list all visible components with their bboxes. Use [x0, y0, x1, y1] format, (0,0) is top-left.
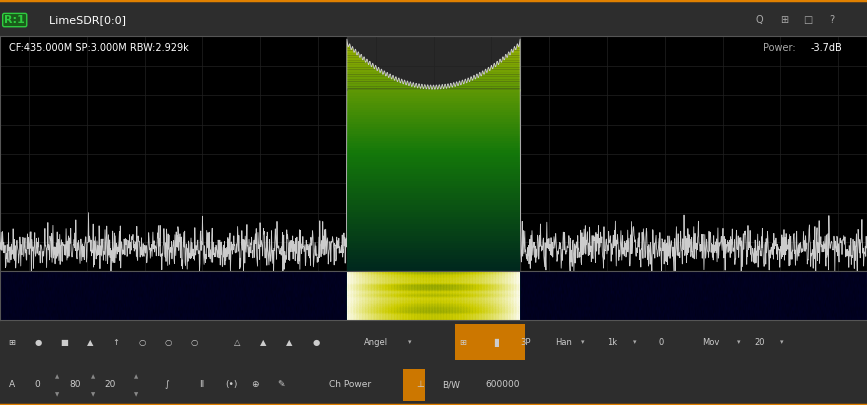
Text: ⊥: ⊥ [416, 380, 424, 389]
Text: ?: ? [830, 15, 835, 25]
Text: ▾: ▾ [737, 339, 740, 345]
Text: 3P: 3P [520, 338, 531, 347]
Text: 80: 80 [69, 380, 81, 389]
Text: ▲: ▲ [260, 338, 266, 347]
Text: 20: 20 [104, 380, 115, 389]
Text: ▲: ▲ [286, 338, 292, 347]
Bar [403, 369, 425, 401]
Text: ▾: ▾ [780, 339, 784, 345]
Text: B/W: B/W [442, 380, 460, 389]
Text: ▲: ▲ [87, 338, 93, 347]
Text: 600000: 600000 [486, 380, 520, 389]
Bar [347, 36, 520, 271]
Text: □: □ [804, 15, 812, 25]
Text: R:1: R:1 [4, 15, 25, 25]
Text: ▾: ▾ [407, 339, 411, 345]
Text: (•): (•) [225, 380, 238, 389]
Text: ⊞: ⊞ [9, 338, 16, 347]
Text: ●: ● [35, 338, 42, 347]
Text: △: △ [234, 338, 240, 347]
Text: ▼: ▼ [91, 392, 95, 397]
Text: Q: Q [756, 15, 763, 25]
Text: A: A [9, 380, 15, 389]
Text: 1k: 1k [607, 338, 617, 347]
Text: ▼: ▼ [55, 392, 59, 397]
Text: ▼: ▼ [134, 392, 139, 397]
Text: -3.7dB: -3.7dB [811, 43, 843, 53]
Text: Mov: Mov [702, 338, 720, 347]
Text: Power:: Power: [763, 43, 796, 53]
Text: Han: Han [555, 338, 571, 347]
Text: ○: ○ [139, 338, 146, 347]
Text: II: II [199, 380, 205, 389]
Bar [455, 324, 490, 360]
Text: ∫: ∫ [165, 380, 169, 389]
Text: ▾: ▾ [581, 339, 584, 345]
Text: ↑: ↑ [113, 338, 120, 347]
Text: ⊞: ⊞ [460, 338, 466, 347]
Text: ▲: ▲ [134, 374, 139, 379]
Text: Ch Power: Ch Power [329, 380, 372, 389]
Text: ✎: ✎ [277, 380, 285, 389]
Text: Angel: Angel [364, 338, 388, 347]
Bar [490, 324, 525, 360]
Text: CF:435.000M SP:3.000M RBW:2.929k: CF:435.000M SP:3.000M RBW:2.929k [9, 43, 188, 53]
Text: ▲: ▲ [55, 374, 59, 379]
Text: ●: ● [312, 338, 319, 347]
Text: 20: 20 [754, 338, 765, 347]
Text: ▾: ▾ [633, 339, 636, 345]
Text: ■: ■ [61, 338, 68, 347]
Text: 0: 0 [35, 380, 41, 389]
Text: LimeSDR[0:0]: LimeSDR[0:0] [42, 15, 126, 25]
Text: ▲: ▲ [91, 374, 95, 379]
Text: ○: ○ [191, 338, 198, 347]
Text: ⊞: ⊞ [779, 15, 788, 25]
Text: ○: ○ [165, 338, 172, 347]
Text: 0: 0 [659, 338, 664, 347]
Text: ▋: ▋ [494, 338, 500, 347]
Text: ⊕: ⊕ [251, 380, 259, 389]
